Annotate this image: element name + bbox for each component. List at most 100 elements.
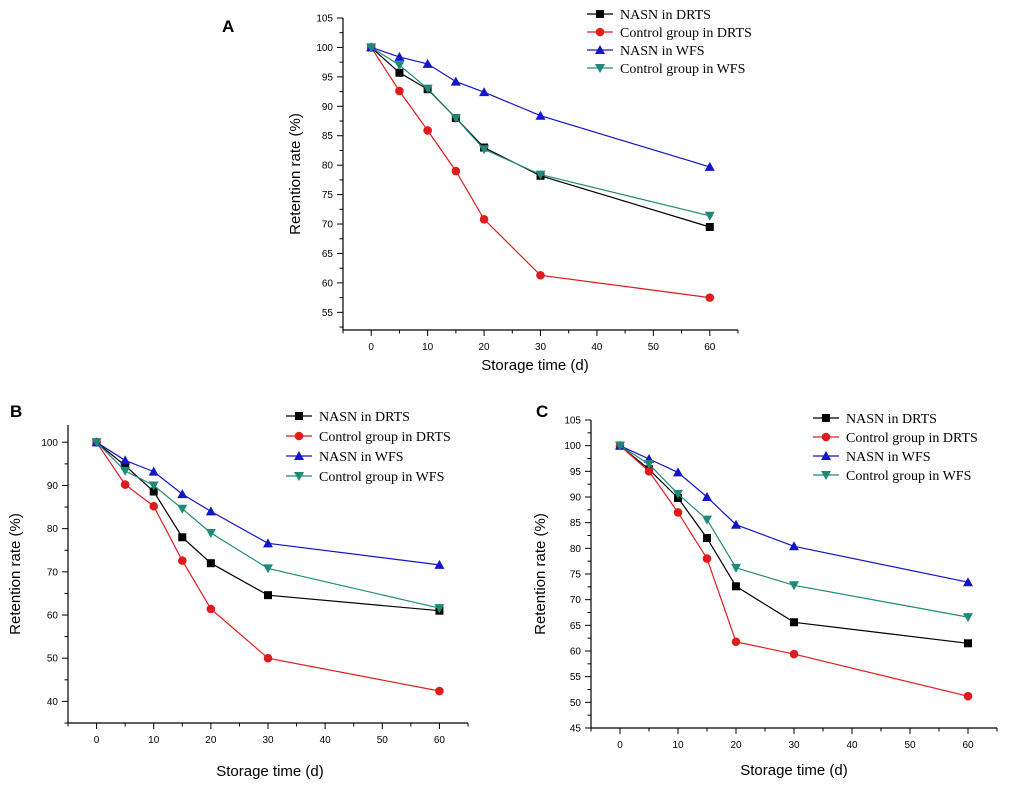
y-tick-label: 40 — [47, 697, 59, 708]
panel-label: A — [222, 17, 234, 36]
data-point — [366, 43, 377, 53]
legend: NASN in DRTS Control group in DRTS NASN in… — [286, 410, 451, 485]
data-point — [422, 58, 433, 68]
data-point — [263, 564, 273, 574]
series-control-group-in-wfs — [91, 438, 445, 614]
data-point — [964, 639, 972, 648]
y-tick-label: 60 — [570, 647, 582, 658]
legend-marker — [821, 471, 831, 480]
legend-label: NASN in WFS — [620, 44, 705, 59]
series-control-group-in-drts — [92, 437, 444, 696]
y-tick-label: 100 — [564, 441, 581, 452]
data-point — [148, 466, 159, 476]
y-tick-label: 50 — [47, 654, 59, 665]
legend-label: Control group in DRTS — [620, 26, 752, 41]
legend-marker — [294, 451, 304, 460]
y-tick-label: 80 — [570, 544, 582, 555]
data-point — [704, 211, 715, 221]
legend-marker — [294, 431, 304, 441]
x-tick-label: 40 — [591, 342, 603, 353]
data-point — [434, 604, 445, 614]
legend: NASN in DRTS Control group in DRTS NASN in… — [813, 412, 978, 484]
data-point — [120, 480, 130, 489]
data-point — [963, 577, 973, 587]
data-point — [673, 467, 683, 477]
y-tick-label: 95 — [570, 467, 582, 478]
legend-label: Control group in WFS — [620, 62, 745, 77]
data-point — [263, 538, 273, 548]
y-tick-label: 45 — [570, 724, 582, 735]
y-tick-label: 90 — [570, 493, 582, 504]
x-axis-title: Storage time (d) — [481, 357, 589, 374]
data-point — [149, 501, 159, 511]
x-tick-label: 20 — [479, 342, 491, 353]
legend-marker — [294, 472, 304, 481]
data-point — [535, 170, 546, 180]
data-point — [395, 68, 404, 77]
data-point — [120, 455, 131, 465]
data-point — [702, 492, 712, 501]
series-nasn-in-wfs — [91, 437, 445, 569]
data-point — [963, 613, 973, 623]
data-point — [615, 441, 625, 451]
data-point — [790, 618, 798, 627]
legend-label: Control group in WFS — [846, 469, 971, 484]
data-point — [705, 222, 714, 231]
x-tick-label: 40 — [320, 735, 332, 746]
x-axis-title: Storage time (d) — [216, 763, 324, 780]
y-tick-label: 65 — [322, 249, 334, 260]
data-point — [434, 559, 445, 569]
legend-label: NASN in DRTS — [620, 8, 711, 23]
x-tick-label: 30 — [788, 740, 800, 751]
panel-b: B 0 10 20 30 40 50 60 40 50 60 70 80 90 100 Storage tim… — [7, 402, 469, 780]
x-tick-label: 0 — [617, 740, 623, 751]
panel-label: B — [10, 402, 22, 421]
y-tick-label: 100 — [316, 43, 333, 54]
data-point — [91, 438, 102, 448]
legend-marker — [596, 10, 604, 18]
data-point — [205, 528, 216, 538]
y-tick-label: 75 — [570, 570, 582, 581]
y-tick-label: 80 — [47, 524, 59, 535]
data-point — [178, 533, 187, 542]
y-tick-label: 90 — [322, 102, 334, 113]
legend-label: Control group in DRTS — [319, 430, 451, 445]
x-tick-label: 50 — [904, 740, 916, 751]
data-point — [435, 686, 444, 696]
y-tick-label: 55 — [322, 308, 334, 319]
data-point — [705, 293, 715, 302]
series-line — [96, 441, 440, 612]
y-tick-label: 105 — [316, 14, 333, 25]
y-tick-label: 100 — [41, 438, 58, 449]
data-point — [673, 508, 683, 517]
x-tick-label: 10 — [422, 342, 434, 353]
data-point — [121, 461, 130, 470]
legend-label: NASN in WFS — [319, 450, 404, 465]
y-tick-label: 85 — [570, 518, 582, 529]
data-point — [644, 460, 654, 470]
legend: NASN in DRTS Control group in DRTS NASN in… — [587, 8, 752, 77]
legend-marker — [595, 27, 605, 37]
legend-marker — [295, 412, 303, 420]
series-control-group-in-wfs — [615, 441, 973, 623]
data-point — [206, 559, 215, 568]
x-tick-label: 0 — [94, 735, 100, 746]
x-tick-label: 50 — [377, 735, 389, 746]
series-line — [96, 441, 440, 609]
data-point — [120, 466, 131, 476]
data-point — [732, 582, 740, 591]
data-point — [206, 604, 216, 614]
y-tick-label: 90 — [47, 481, 59, 492]
x-axis-title: Storage time (d) — [740, 762, 848, 779]
series-control-group-in-wfs — [366, 43, 715, 221]
y-tick-label: 65 — [570, 621, 582, 632]
y-tick-label: 95 — [322, 72, 334, 83]
data-point — [673, 489, 683, 499]
data-point — [963, 691, 973, 701]
y-tick-label: 70 — [322, 220, 334, 231]
x-tick-label: 60 — [704, 342, 716, 353]
series-control-group-in-drts — [615, 441, 973, 701]
y-tick-label: 75 — [322, 190, 334, 201]
data-point — [702, 515, 712, 525]
